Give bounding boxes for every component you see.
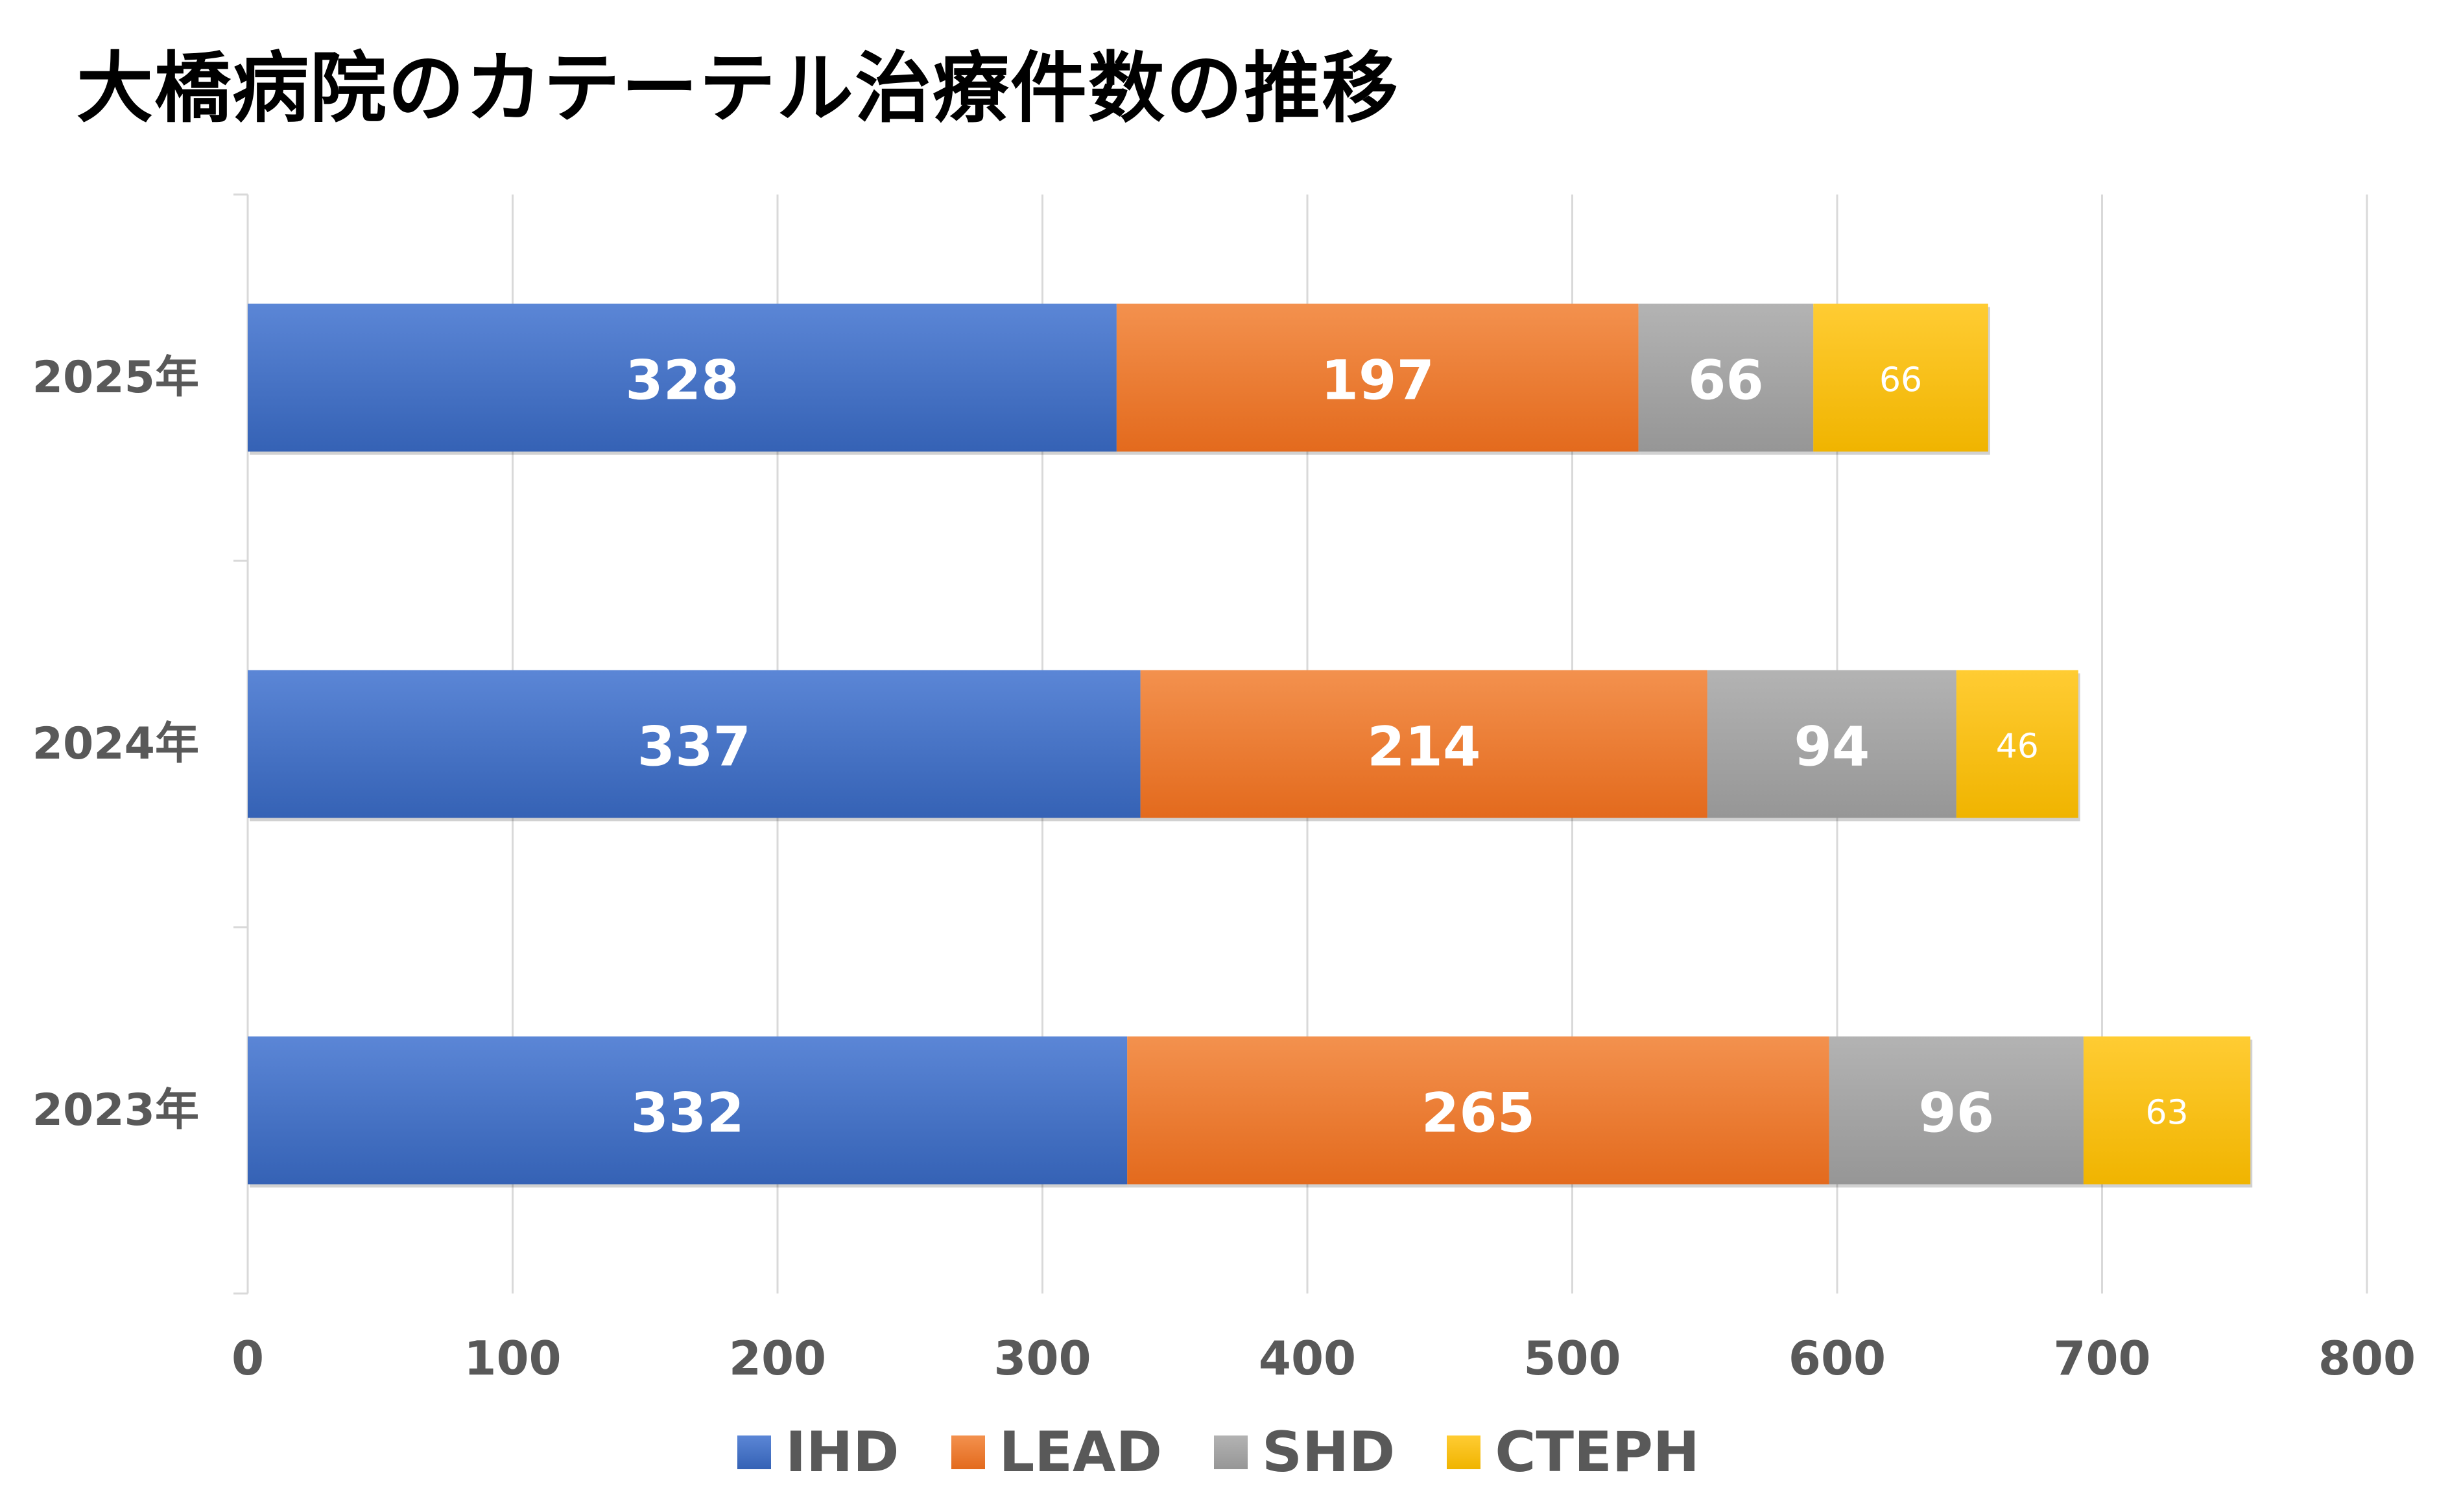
legend-swatch-CTEPH bbox=[1447, 1435, 1481, 1469]
legend-swatch-SHD bbox=[1214, 1435, 1248, 1469]
category-label-2023年: 2023年 bbox=[32, 1085, 199, 1136]
legend-label-LEAD: LEAD bbox=[999, 1420, 1163, 1485]
bar-LEAD-2023年 bbox=[1127, 1036, 1829, 1185]
bar-IHD-2025年 bbox=[248, 303, 1117, 452]
data-label-LEAD-2025年: 197 bbox=[1321, 349, 1434, 412]
category-label-2024年: 2024年 bbox=[32, 718, 199, 770]
legend-item-IHD: IHD bbox=[737, 1420, 899, 1485]
category-axis bbox=[233, 193, 249, 1295]
data-label-SHD-2023年: 96 bbox=[1918, 1081, 1994, 1145]
bar-IHD-2023年 bbox=[248, 1036, 1128, 1185]
legend-item-SHD: SHD bbox=[1214, 1420, 1395, 1485]
legend-swatch-LEAD bbox=[951, 1435, 985, 1469]
x-tick-label-700: 700 bbox=[2053, 1331, 2150, 1386]
bar-CTEPH-2025年 bbox=[1813, 303, 1988, 452]
data-label-CTEPH-2023年: 63 bbox=[2145, 1094, 2188, 1133]
legend-label-SHD: SHD bbox=[1262, 1420, 1396, 1485]
bars bbox=[248, 303, 2253, 1188]
x-tick-label-400: 400 bbox=[1259, 1331, 1356, 1386]
bar-CTEPH-2024年 bbox=[1956, 670, 2078, 818]
legend-item-CTEPH: CTEPH bbox=[1447, 1420, 1700, 1485]
legend-label-CTEPH: CTEPH bbox=[1495, 1420, 1700, 1485]
data-label-IHD-2023年: 332 bbox=[630, 1081, 744, 1145]
x-tick-label-800: 800 bbox=[2318, 1331, 2416, 1386]
data-label-LEAD-2023年: 265 bbox=[1421, 1081, 1535, 1145]
data-label-CTEPH-2025年: 66 bbox=[1879, 361, 1922, 400]
data-label-SHD-2024年: 94 bbox=[1794, 715, 1870, 779]
data-label-IHD-2025年: 328 bbox=[625, 349, 739, 412]
data-labels: 2025年 328 197 66 66 2024年 337 214 94 46 2023年 332 26… bbox=[32, 349, 2189, 1145]
x-tick-label-600: 600 bbox=[1789, 1331, 1886, 1386]
category-label-2025年: 2025年 bbox=[32, 352, 199, 403]
bar-IHD-2024年 bbox=[248, 670, 1141, 818]
bar-LEAD-2025年 bbox=[1116, 303, 1639, 452]
bar-SHD-2023年 bbox=[1829, 1036, 2084, 1185]
chart-title: 大橋病院のカテーテル治療件数の推移 bbox=[77, 43, 1400, 133]
x-tick-label-500: 500 bbox=[1523, 1331, 1621, 1386]
x-tick-label-0: 0 bbox=[232, 1331, 264, 1386]
legend: IHD LEAD SHD CTEPH bbox=[0, 1413, 2437, 1491]
legend-swatch-IHD bbox=[737, 1435, 772, 1469]
data-label-CTEPH-2024年: 46 bbox=[1996, 727, 2039, 766]
data-label-SHD-2025年: 66 bbox=[1688, 349, 1764, 412]
bar-CTEPH-2023年 bbox=[2083, 1036, 2251, 1185]
legend-item-LEAD: LEAD bbox=[951, 1420, 1163, 1485]
x-tick-label-300: 300 bbox=[993, 1331, 1091, 1386]
data-label-LEAD-2024年: 214 bbox=[1367, 715, 1480, 779]
legend-label-IHD: IHD bbox=[785, 1420, 899, 1485]
data-label-IHD-2024年: 337 bbox=[637, 715, 751, 779]
x-tick-label-200: 200 bbox=[729, 1331, 826, 1386]
bar-SHD-2024年 bbox=[1707, 670, 1956, 818]
value-axis-ticks: 0 100 200 300 400 500 600 700 800 bbox=[232, 1331, 2416, 1386]
x-tick-label-100: 100 bbox=[464, 1331, 561, 1386]
bar-LEAD-2024年 bbox=[1140, 670, 1707, 818]
bar-SHD-2025年 bbox=[1638, 303, 1814, 452]
